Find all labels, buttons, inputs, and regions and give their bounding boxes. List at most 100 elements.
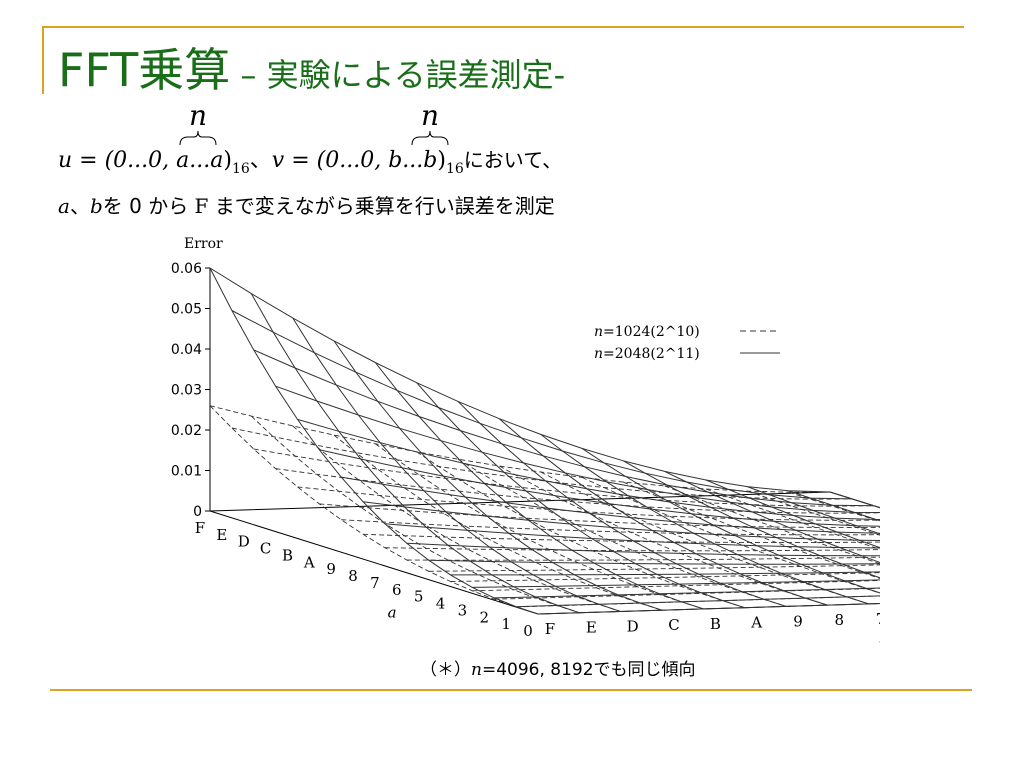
bottom-rule [50, 689, 972, 691]
mesh-line [231, 310, 852, 500]
mesh-line [275, 468, 896, 514]
mesh-line [375, 443, 704, 610]
mesh-line [428, 559, 1024, 565]
mesh-line [275, 385, 896, 514]
a-tick-label: 2 [479, 608, 489, 626]
z-tick-label: 0.04 [171, 342, 202, 358]
a-tick-label: 9 [326, 560, 336, 578]
mesh-line [581, 447, 911, 604]
mesh-line [209, 405, 831, 493]
mesh-line [333, 434, 663, 611]
a-tick-label: D [238, 533, 250, 551]
z-tick-label: 0.01 [171, 464, 202, 480]
u-lhs: u = (0...0, [58, 148, 176, 173]
line2-t1: を 0 から [102, 194, 195, 218]
title-sub: – 実験による誤差測定- [230, 56, 566, 94]
a-tick-label: E [216, 526, 227, 544]
mesh-line [516, 591, 1024, 608]
mesh-line [209, 267, 831, 493]
mesh-line [253, 448, 874, 507]
mesh-line [457, 401, 787, 607]
v-digits: b...b [388, 148, 437, 173]
a-tick-label: 3 [458, 601, 468, 619]
mesh-line [537, 598, 1024, 615]
z-axis-label: Error [184, 236, 223, 252]
z-tick-label: 0.06 [171, 261, 202, 277]
mesh-line [341, 476, 962, 535]
mesh-line [540, 434, 869, 605]
mesh-line [231, 427, 852, 500]
a-tick-label: 4 [436, 595, 446, 613]
footnote-pre: （＊） [420, 660, 471, 680]
b-tick-label: D [627, 617, 639, 635]
v-close: ) [437, 148, 446, 173]
mesh-line [250, 293, 580, 614]
mesh-line [416, 451, 745, 609]
u-close: ) [223, 148, 232, 173]
brace-a [179, 130, 217, 146]
v-base: 16 [446, 161, 464, 177]
mesh-line [540, 471, 869, 605]
b-tick-label: F [545, 620, 555, 638]
a-tick-label: 8 [348, 567, 358, 585]
z-tick-label: 0 [193, 504, 202, 520]
side-rule [42, 26, 44, 94]
footnote-var: n [471, 660, 482, 680]
b-tick-label: C [668, 616, 679, 634]
mesh-line [319, 449, 940, 528]
brace-b [411, 130, 449, 146]
b-axis-label: b [878, 639, 880, 646]
b-tick-label: E [586, 619, 597, 637]
legend-label: n=2048(2^11) [594, 346, 700, 362]
z-tick-label: 0.02 [171, 423, 202, 439]
legend-var: n [594, 346, 603, 362]
mesh-line [292, 425, 621, 612]
line2-sep: 、 [69, 194, 90, 218]
mesh-line [363, 533, 984, 544]
a-tick-label: 0 [523, 622, 533, 640]
mesh-line [209, 405, 539, 615]
formula-suffix: において、 [464, 148, 562, 172]
floor-outline [209, 491, 1024, 615]
mesh-line [341, 519, 962, 536]
formula-svg: n n u = (0...0, a...a)16、v = (0...0, b..… [58, 103, 562, 177]
a-tick-label: C [260, 540, 271, 558]
footnote: （＊）n=4096, 8192でも同じ傾向 [420, 655, 696, 680]
u-digits: a...a [176, 148, 223, 173]
title-main: FFT乗算 [58, 43, 231, 97]
mesh-line [292, 317, 621, 612]
n-over-a: n [189, 103, 207, 132]
var-b: b [89, 194, 103, 218]
z-tick-label: 0.05 [171, 302, 202, 318]
legend-label: n=1024(2^10) [594, 324, 700, 340]
error-surface-chart: 0 0.01 0.02 0.03 0.04 0.05 0.06 Error F E D C B A 9 8 7 6… [140, 230, 1024, 657]
formula: n n u = (0...0, a...a)16、v = (0...0, b..… [58, 103, 758, 183]
var-F: F [194, 194, 209, 218]
a-axis-label: a [388, 603, 397, 621]
mesh-line [457, 458, 787, 607]
mesh-line [333, 340, 663, 611]
a-tick-label: 5 [414, 588, 424, 606]
v-lhs: v = (0...0, [272, 148, 388, 173]
legend-var: n [594, 324, 603, 340]
top-rule [42, 26, 964, 28]
b-tick-label: A [750, 614, 762, 632]
a-tick-label: 7 [370, 574, 380, 592]
a-tick-label: 1 [501, 615, 511, 633]
mesh-line [253, 349, 874, 507]
a-tick-label: 6 [392, 581, 402, 599]
mesh-line [416, 382, 745, 609]
legend-text: =2048(2^11) [603, 346, 700, 362]
b-tick-label: 7 [876, 610, 880, 628]
description-line: a、bを 0 から F まで変えながら乗算を行い誤差を測定 [58, 190, 555, 219]
mesh-line [363, 501, 984, 542]
mesh-line [297, 418, 918, 520]
slide-title: FFT乗算 – 実験による誤差測定- [58, 34, 565, 100]
mesh-line [250, 415, 580, 614]
mesh-line [209, 267, 539, 615]
a-tick-label: B [282, 546, 293, 564]
a-tick-label: F [195, 519, 205, 537]
n-over-b: n [421, 103, 439, 132]
legend-text: =1024(2^10) [603, 324, 700, 340]
